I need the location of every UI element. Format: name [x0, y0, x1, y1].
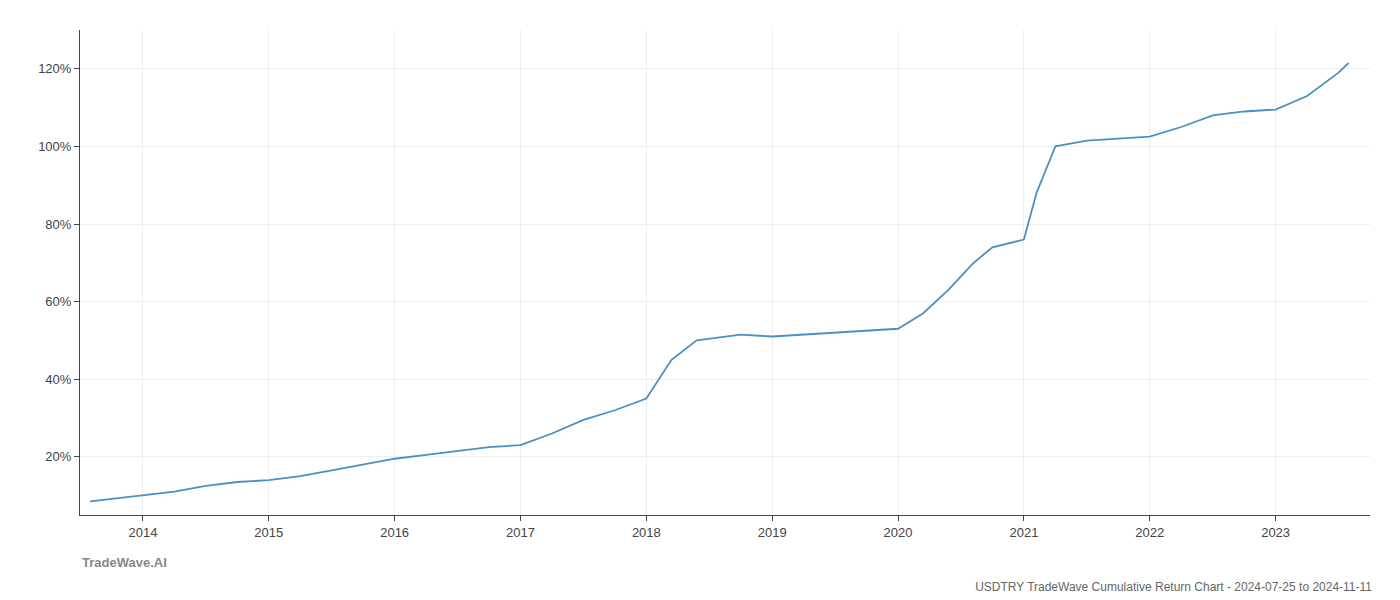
svg-text:USDTRY TradeWave Cumulative Re: USDTRY TradeWave Cumulative Return Chart…: [975, 580, 1372, 594]
svg-text:2020: 2020: [884, 525, 913, 540]
svg-text:60%: 60%: [45, 294, 71, 309]
svg-text:2015: 2015: [254, 525, 283, 540]
svg-text:40%: 40%: [45, 372, 71, 387]
svg-text:2016: 2016: [380, 525, 409, 540]
svg-text:120%: 120%: [38, 61, 72, 76]
svg-text:100%: 100%: [38, 139, 72, 154]
svg-text:2021: 2021: [1009, 525, 1038, 540]
svg-text:2022: 2022: [1135, 525, 1164, 540]
svg-text:TradeWave.AI: TradeWave.AI: [82, 555, 167, 570]
svg-text:2023: 2023: [1261, 525, 1290, 540]
svg-text:2017: 2017: [506, 525, 535, 540]
svg-text:80%: 80%: [45, 217, 71, 232]
svg-text:2018: 2018: [632, 525, 661, 540]
svg-text:2014: 2014: [128, 525, 157, 540]
svg-text:20%: 20%: [45, 449, 71, 464]
svg-text:2019: 2019: [758, 525, 787, 540]
